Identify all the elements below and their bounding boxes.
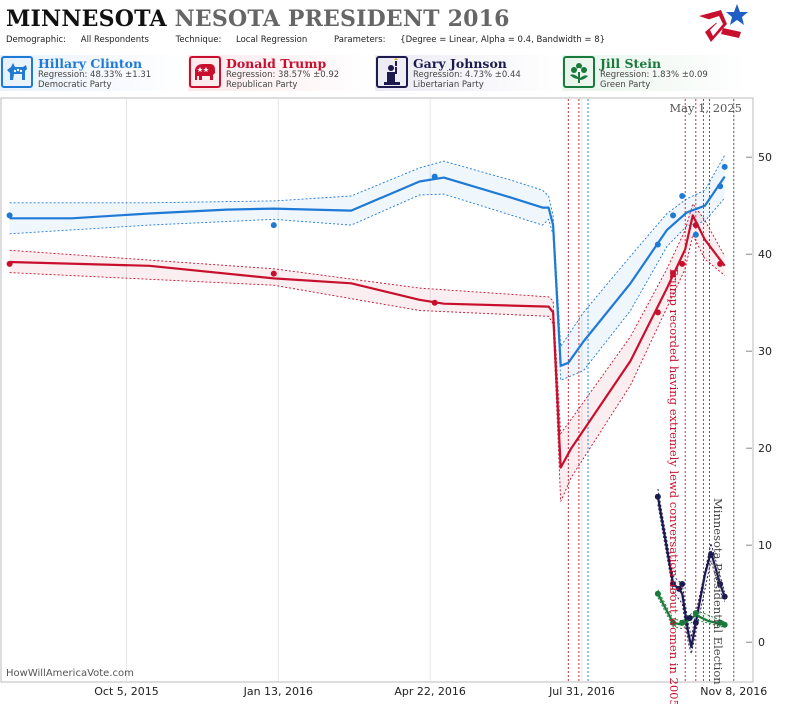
band-donald-trump [9, 203, 725, 502]
line-donald-trump [9, 214, 726, 469]
point-hillary-clinton [679, 193, 686, 199]
demographic-value: All Respondents [80, 35, 149, 45]
liberty-statue-icon [376, 56, 408, 88]
y-tick-label: 50 [758, 151, 772, 164]
candidate-regression: Regression: 1.83% ±0.09 [600, 70, 708, 80]
event-annotation: Trump recorded having extremely lewd con… [667, 267, 681, 704]
parameters-value: {Degree = Linear, Alpha = 0.4, Bandwidth… [400, 35, 606, 45]
point-donald-trump [270, 270, 277, 277]
point-donald-trump [431, 299, 438, 306]
candidate-card-johnson[interactable]: Gary Johnson Regression: 4.73% ±0.44 Lib… [375, 55, 561, 91]
demographic-label: Demographic: [6, 35, 67, 45]
band-lower-gary-johnson [657, 504, 726, 654]
candidate-name: Hillary Clinton [38, 56, 143, 71]
point-hillary-clinton [692, 231, 699, 238]
x-tick-label: Apr 22, 2016 [394, 685, 466, 698]
title-state: MINNESOTA [6, 6, 167, 32]
point-donald-trump [6, 260, 13, 267]
y-tick-label: 10 [758, 539, 772, 552]
demographic: Demographic: All Respondents [6, 35, 161, 45]
candidate-regression: Regression: 38.57% ±0.92 [226, 70, 340, 80]
point-donald-trump [692, 222, 699, 229]
candidate-name: Gary Johnson [413, 56, 507, 71]
point-donald-trump [654, 309, 661, 316]
candidate-regression: Regression: 48.33% ±1.31 [38, 70, 152, 80]
point-hillary-clinton [431, 173, 438, 180]
point-hillary-clinton [654, 241, 661, 248]
page-title: MINNESOTA NESOTA PRESIDENT 2016 [6, 6, 510, 32]
band-jill-stein [657, 589, 725, 629]
y-tick-label: 30 [758, 345, 772, 358]
point-donald-trump [717, 260, 724, 267]
chart-header: MINNESOTA NESOTA PRESIDENT 2016 Demograp… [0, 0, 789, 50]
candidate-card-stein[interactable]: Jill Stein Regression: 1.83% ±0.09 Green… [562, 55, 748, 91]
point-hillary-clinton [270, 222, 277, 229]
point-donald-trump [679, 260, 686, 267]
point-hillary-clinton [670, 212, 677, 219]
band-upper-jill-stein [657, 589, 725, 623]
y-axis: 0 10 20 30 40 50 [746, 151, 772, 649]
point-gary-johnson [721, 593, 728, 600]
x-tick-label: Oct 5, 2015 [94, 685, 159, 698]
point-gary-johnson [679, 581, 686, 587]
point-gary-johnson [717, 581, 724, 587]
point-jill-stein [670, 619, 677, 626]
band-lower-hillary-clinton [9, 193, 726, 381]
x-tick-label: Nov 8, 2016 [700, 685, 767, 698]
site-logo-icon [699, 4, 748, 42]
candidate-card-clinton[interactable]: Hillary Clinton Regression: 48.33% ±1.31… [0, 55, 186, 91]
point-gary-johnson [708, 551, 715, 558]
candidate-name: Donald Trump [226, 56, 327, 71]
point-donald-trump [670, 270, 677, 277]
parameters-label: Parameters: [333, 35, 386, 45]
x-axis: Oct 5, 2015 Jan 13, 2016 Apr 22, 2016 Jul 3… [94, 685, 767, 698]
band-lower-jill-stein [657, 597, 725, 630]
poll-points [6, 163, 728, 628]
technique: Technique: Local Regression [176, 35, 320, 45]
candidate-party: Libertarian Party [413, 80, 484, 90]
band-upper-gary-johnson [657, 488, 726, 638]
point-hillary-clinton [717, 183, 724, 190]
point-gary-johnson [686, 614, 693, 621]
candidate-name: Jill Stein [600, 56, 662, 71]
candidate-party: Green Party [600, 80, 651, 90]
point-gary-johnson [654, 493, 661, 500]
candidate-party: Republican Party [226, 80, 298, 90]
poll-chart: Oct 5, 2015 Jan 13, 2016 Apr 22, 2016 Jul 3… [0, 97, 772, 704]
chart-parameters: Demographic: All Respondents Technique: … [6, 35, 629, 45]
donkey-icon [1, 56, 33, 88]
point-jill-stein [654, 590, 661, 597]
date-stamp: May 1, 2025 [669, 101, 742, 115]
point-gary-johnson [670, 581, 677, 587]
x-tick-label: Jul 31, 2016 [548, 685, 615, 698]
site-credit: HowWillAmericaVote.com [6, 668, 134, 679]
point-jill-stein [721, 621, 728, 628]
point-jill-stein [717, 619, 724, 626]
elephant-icon [189, 56, 221, 88]
band-upper-hillary-clinton [9, 155, 726, 348]
point-gary-johnson [676, 585, 683, 592]
technique-label: Technique: [175, 35, 222, 45]
y-tick-label: 40 [758, 248, 772, 261]
parameters: Parameters: {Degree = Linear, Alpha = 0.… [334, 35, 617, 45]
x-tick-label: Jan 13, 2016 [243, 685, 313, 698]
technique-value: Local Regression [236, 35, 308, 45]
flower-icon [563, 56, 595, 88]
title-race: NESOTA PRESIDENT 2016 [174, 6, 510, 32]
point-jill-stein [692, 610, 699, 617]
point-hillary-clinton [721, 163, 728, 170]
election-annotation: Minnesota Presidential Election [711, 498, 725, 685]
point-jill-stein [679, 619, 686, 626]
point-gary-johnson [692, 619, 699, 626]
point-hillary-clinton [6, 212, 13, 219]
y-tick-label: 20 [758, 442, 772, 455]
line-hillary-clinton [9, 175, 726, 367]
candidate-party: Democratic Party [38, 80, 112, 90]
candidate-card-trump[interactable]: Donald Trump Regression: 38.57% ±0.92 Re… [188, 55, 374, 91]
y-tick-label: 0 [758, 636, 765, 649]
candidate-regression: Regression: 4.73% ±0.44 [413, 70, 521, 80]
band-lower-donald-trump [9, 233, 725, 502]
